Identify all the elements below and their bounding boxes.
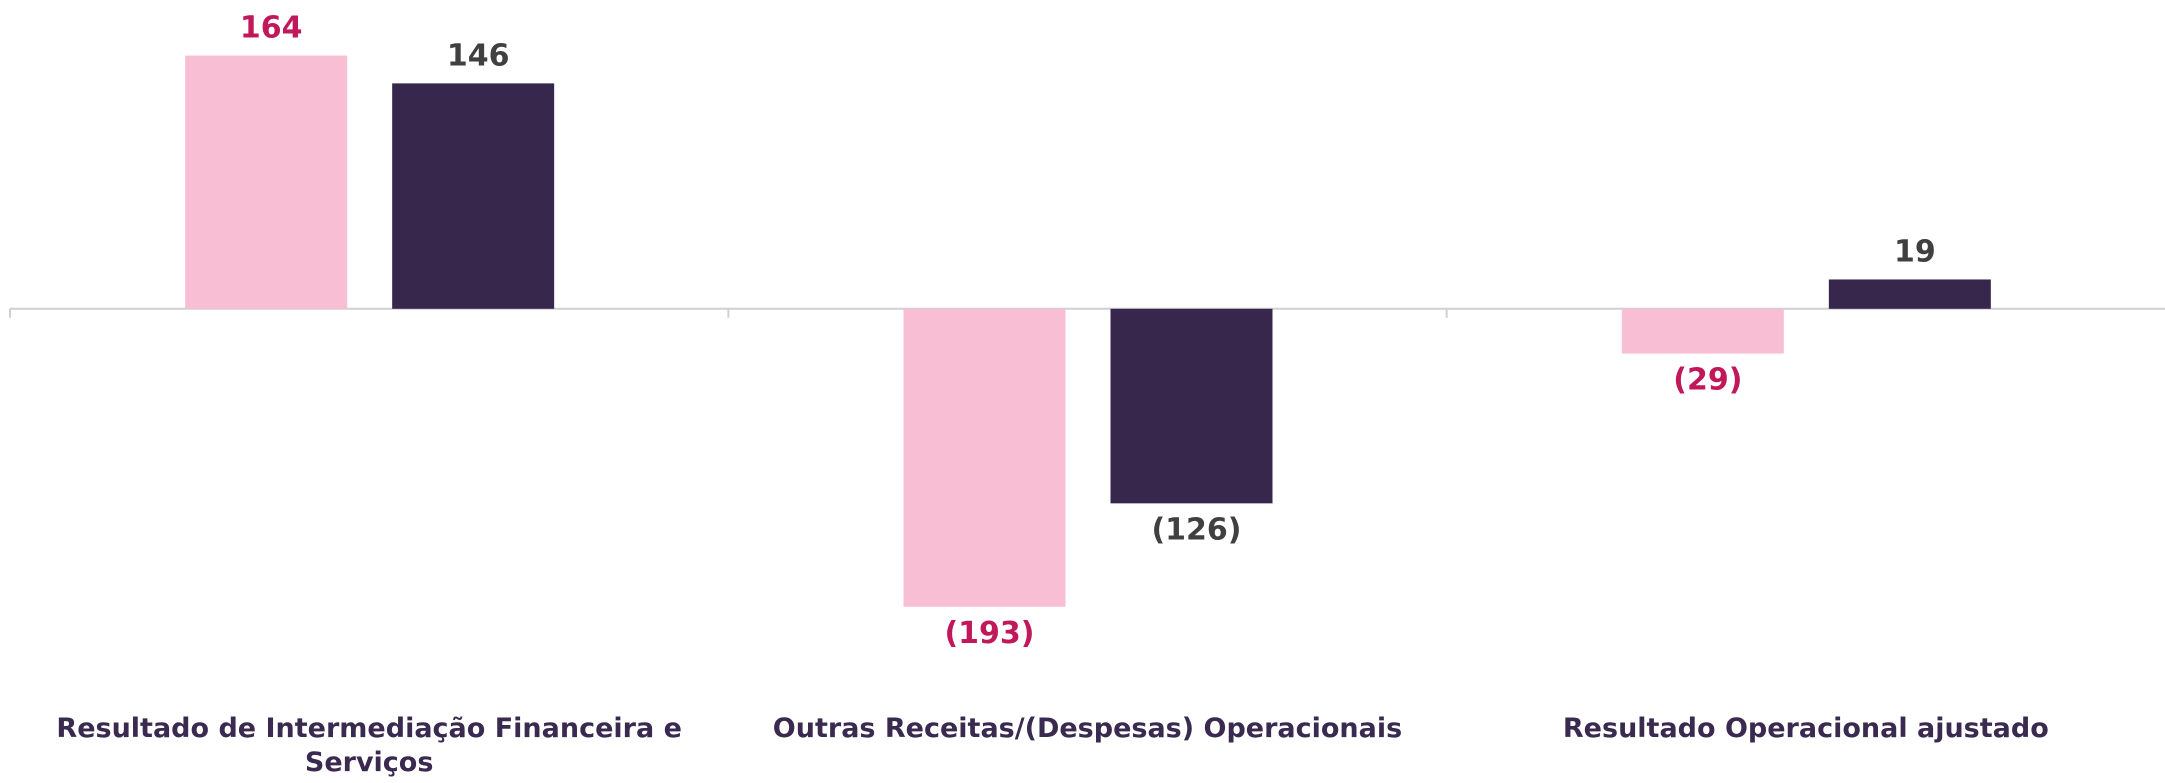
bar (392, 83, 555, 309)
value-label: (126) (1151, 512, 1241, 547)
value-label: 164 (240, 11, 303, 46)
bar (185, 55, 348, 309)
category-label: Resultado Operacional ajustado (1562, 713, 2049, 744)
bar (1828, 279, 1991, 309)
bar (1110, 308, 1273, 504)
value-label: (193) (944, 616, 1034, 651)
bar (1621, 308, 1784, 354)
value-label: (29) (1673, 363, 1742, 398)
category-label: Outras Receitas/(Despesas) Operacionais (772, 713, 1403, 744)
value-label: 19 (1894, 234, 1936, 269)
value-label: 146 (447, 38, 510, 73)
bar (903, 308, 1066, 607)
category-label: Resultado de Intermediação Financeira e … (56, 713, 682, 778)
